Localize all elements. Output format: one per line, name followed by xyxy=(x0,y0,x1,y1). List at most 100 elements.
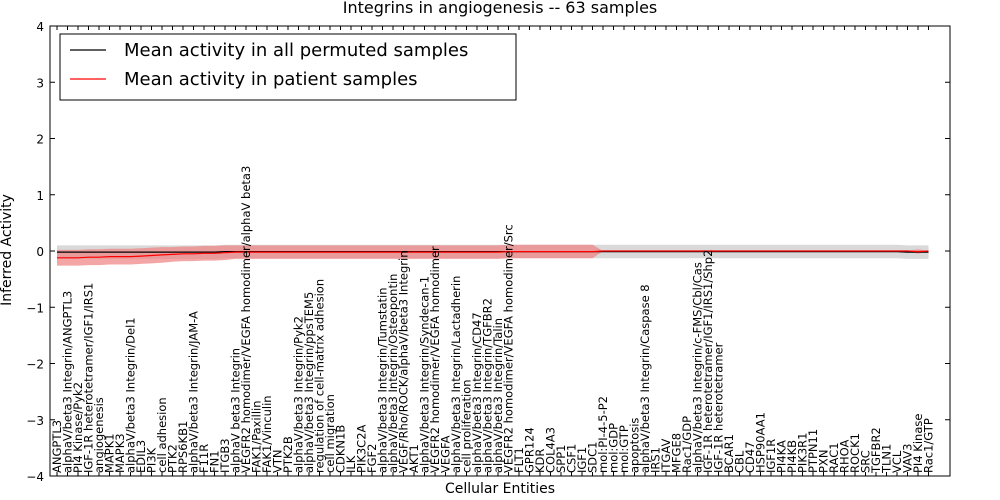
x-tick-label: VEGFR2 homodimer/VEGFA homodimer/alphaV … xyxy=(239,166,253,473)
x-tick-label: TGFBR2 xyxy=(869,427,883,474)
x-tick-label: cell adhesion xyxy=(155,397,169,473)
x-tick-label: ROCK1 xyxy=(848,433,862,473)
x-tick-label: mol:GTP xyxy=(617,425,631,473)
x-tick-label: IGF1 xyxy=(575,447,589,473)
x-tick-label: PXN xyxy=(817,450,831,473)
y-tick-label: −3 xyxy=(26,414,44,428)
x-tick-label: IRS1 xyxy=(649,447,663,473)
x-tick-label: AKT1 xyxy=(407,444,421,473)
x-tick-label: EDIL3 xyxy=(134,440,148,473)
x-tick-label: VCL xyxy=(890,450,904,473)
y-tick-label: 0 xyxy=(36,245,44,259)
x-tick-label: TLN1 xyxy=(880,444,894,474)
y-tick-label: 4 xyxy=(36,20,44,34)
x-tick-label: SRC xyxy=(859,450,873,473)
x-tick-label: KDR xyxy=(533,449,547,473)
series-1-line xyxy=(57,250,929,259)
x-tick-label: VEGFA xyxy=(439,435,453,473)
legend-permuted-label: Mean activity in all permuted samples xyxy=(124,40,468,61)
y-axis: −4 −3 −2 −1 0 1 2 3 4 xyxy=(26,20,950,484)
x-tick-label: PI3K xyxy=(145,447,159,473)
legend: Mean activity in all permuted samples Me… xyxy=(59,33,517,101)
x-tick-label: FAK1/Paxillin xyxy=(250,401,264,474)
x-tick-label: cell migration xyxy=(323,394,337,473)
x-axis-title: Cellular Entities xyxy=(445,481,555,497)
y-tick-label: 1 xyxy=(36,189,44,203)
x-tick-label: SPP1 xyxy=(554,445,568,474)
legend-box xyxy=(59,33,517,101)
x-tick-label: PI4KA xyxy=(775,440,789,473)
x-tick-label: alphaV/beta3 Integrin/ANGPTL3 xyxy=(61,291,75,473)
x-tick-label: FGF2 xyxy=(365,444,379,473)
x-tick-label: MFGE8 xyxy=(670,433,684,473)
x-tick-label: CBL xyxy=(733,450,747,473)
x-tick-label: alphaV beta3 Integrin xyxy=(229,348,243,473)
x-tick-label: alphaV/beta3 Integrin/Caspase 8 xyxy=(638,284,652,473)
x-tick-label: VAV3 xyxy=(901,444,915,473)
x-tick-label: RAC1 xyxy=(827,442,841,473)
x-tick-label: Rac1/GTP xyxy=(922,418,936,473)
x-tick-label: PI4KB xyxy=(785,440,799,473)
x-tick-label: RHOA xyxy=(838,440,852,473)
x-tick-label: PTK2 xyxy=(166,444,180,473)
series-1-band xyxy=(57,244,929,266)
x-tick-label: FAK1/Vinculin xyxy=(260,395,274,473)
x-tick-label: FN1 xyxy=(208,450,222,473)
x-tick-label: CDKN1B xyxy=(334,425,348,473)
x-tick-label: COL4A3 xyxy=(544,427,558,473)
x-tick-label: ITGAV xyxy=(659,439,673,473)
y-tick-label: −4 xyxy=(26,470,44,484)
x-tick-label: regulation of cell-matrix adhesion xyxy=(313,279,327,473)
x-tick-label: IGF-1R heterotetramer xyxy=(712,342,726,473)
x-tick-label: RPS6KB1 xyxy=(176,421,190,473)
x-tick-label: VEGFR2 homodimer/VEGFA homodimer xyxy=(428,246,442,473)
x-tick-label: alphaV/beta3 Integrin/Syndecan-1 xyxy=(418,276,432,473)
x-tick-label: ILK xyxy=(344,455,358,473)
series-lines xyxy=(57,250,929,259)
x-tick-label: F11R xyxy=(197,444,211,473)
x-tick-label: MAPK1 xyxy=(103,433,117,473)
y-tick-label: −1 xyxy=(26,301,44,315)
x-tick-label: apoptosis xyxy=(628,418,642,473)
x-tick-label: PI4 Kinase xyxy=(911,414,925,473)
x-tick-label: IGF1R xyxy=(764,439,778,473)
x-tick-label: alphaV/beta3 Integrin/Del1 xyxy=(124,317,138,473)
x-tick-label: MAPK3 xyxy=(113,433,127,473)
x-tick-label: alphaV/beta3 Integrin/ppsTEM5 xyxy=(302,292,316,473)
legend-patient-label: Mean activity in patient samples xyxy=(124,69,418,90)
y-tick-label: −2 xyxy=(26,358,44,372)
x-tick-label: alphaV/beta3 Integrin/CD47 xyxy=(470,312,484,473)
x-tick-label: Rac1/GDP xyxy=(680,416,694,473)
y-tick-label: 3 xyxy=(36,76,44,90)
x-tick-label: PTK2B xyxy=(281,436,295,473)
x-tick-label: GPR124 xyxy=(523,427,537,473)
x-tick-label: alphaV/beta3 Integrin/Pyk2 xyxy=(292,316,306,473)
x-tick-label: alphaV/beta3 Integrin/TGFBR2 xyxy=(481,298,495,473)
x-tick-label: ITGB3 xyxy=(218,438,232,473)
x-tick-label: PIK3C2A xyxy=(355,424,369,473)
confidence-bands xyxy=(57,244,929,266)
x-tick-label: HSP90AA1 xyxy=(754,412,768,473)
x-tick-label: FLT1 xyxy=(512,447,526,473)
x-tick-label: ANGPTL3 xyxy=(50,420,64,473)
x-tick-label: alphaV/beta3 Integrin/c-FMS/Cbl/Cas xyxy=(691,262,705,473)
chart-title: Integrins in angiogenesis -- 63 samples xyxy=(343,0,658,17)
x-tick-label: mol:PI-4-5-P2 xyxy=(596,396,610,473)
y-axis-title: Inferred Activity xyxy=(0,194,15,306)
x-tick-label: PIK3R1 xyxy=(796,433,810,474)
x-tick-label: IGF-1R heterotetramer/IGF1/IRS1/Shp2 xyxy=(701,250,715,473)
x-tick-label: alphaV/beta3 Integrin/Lactadherin xyxy=(449,276,463,473)
x-tick-label: VEGF/Rho/ROCK/alphaV/beta3 Integrin xyxy=(397,250,411,473)
x-tick-label: alphaV/beta3 Integrin/Talin xyxy=(491,318,505,473)
x-tick-label: alphaV/beta3 Integrin/Osteopontin xyxy=(386,274,400,473)
x-tick-label: VTN xyxy=(271,450,285,474)
y-tick-label: 2 xyxy=(36,133,44,147)
x-tick-label: angiogenesis xyxy=(92,397,106,473)
x-tick-label: IGF-1R heterotetramer/IGF1/IRS1 xyxy=(82,283,96,473)
x-tick-label: PTPN11 xyxy=(806,429,820,473)
x-tick-label: alphaV/beta3 Integrin/Tumstatin xyxy=(376,288,390,473)
x-tick-label: cell proliferation xyxy=(460,379,474,473)
x-tick-label: SDC1 xyxy=(586,441,600,473)
